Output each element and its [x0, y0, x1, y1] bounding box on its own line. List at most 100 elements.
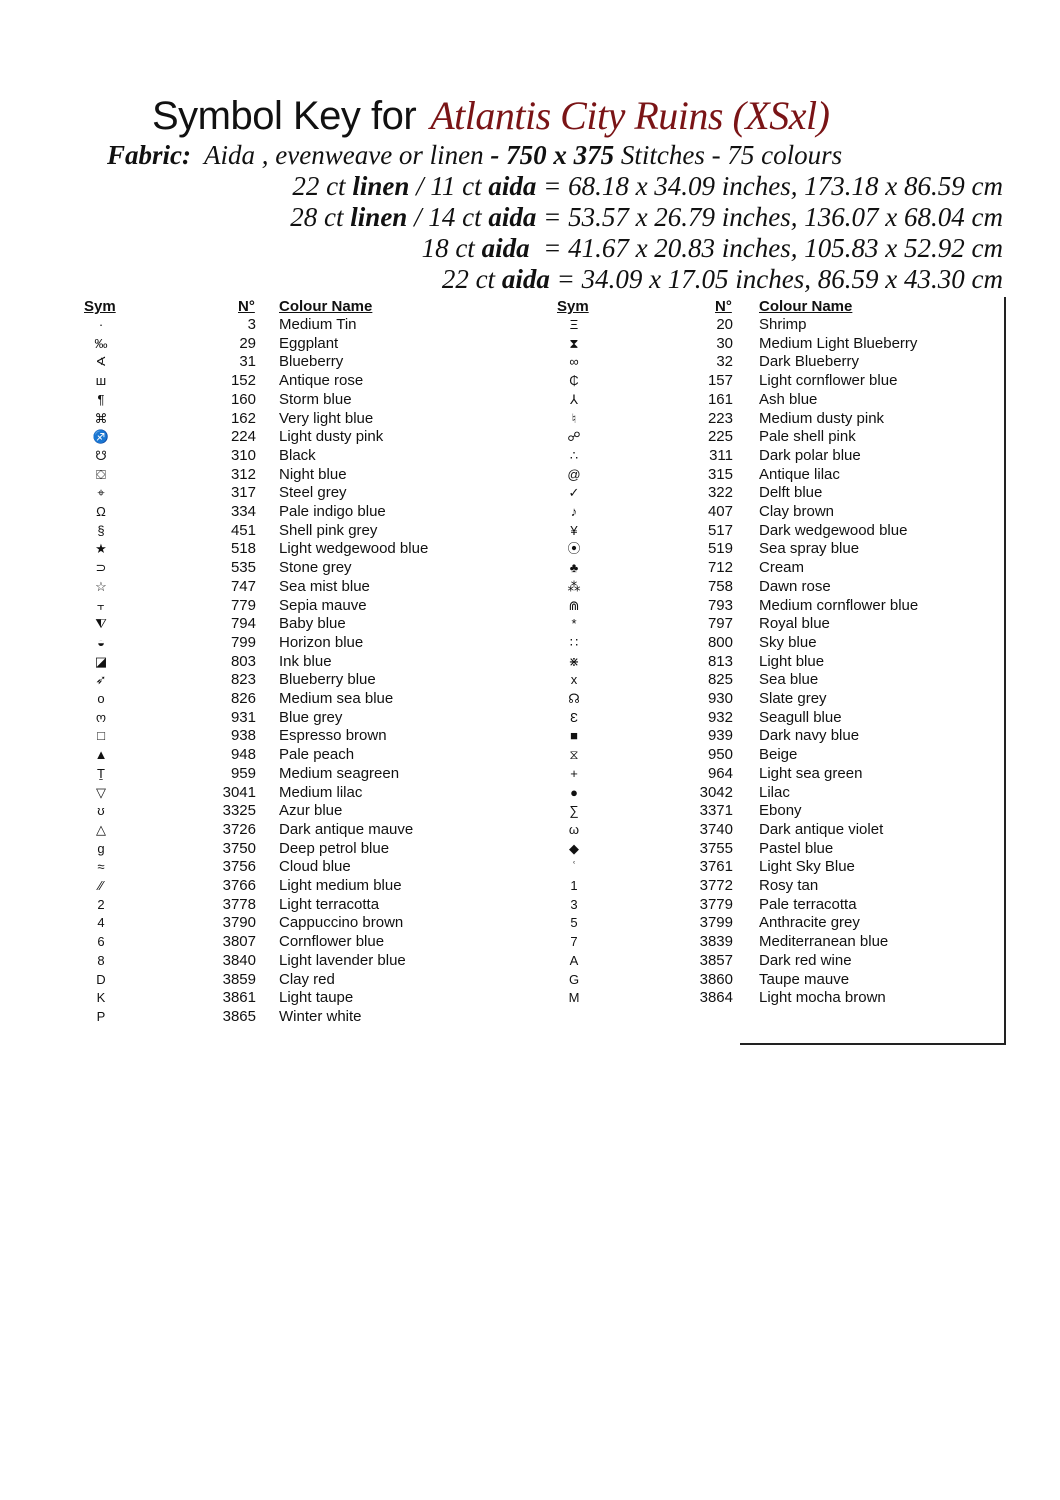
colour-name: Sepia mauve [279, 596, 367, 614]
colour-number: 3778 [222, 895, 256, 913]
symbol-cell: ¥ [570, 522, 578, 538]
colour-number: 20 [716, 316, 733, 333]
colour-number: 3864 [699, 989, 733, 1007]
colour-number: 3042 [699, 783, 733, 801]
symbol-cell: ♮ [571, 410, 577, 426]
colour-number: 3750 [222, 839, 256, 857]
colour-name: Blue grey [279, 708, 343, 726]
symbol-cell: □ [97, 728, 105, 744]
symbol-cell: ო [95, 709, 107, 725]
symbol-cell: ⁄⁄ [98, 878, 104, 893]
colour-name: Sea mist blue [279, 577, 370, 595]
colour-number: 162 [230, 409, 256, 427]
colour-number: 517 [707, 521, 733, 539]
title-prefix: Symbol Key for [152, 94, 417, 138]
colour-number: 311 [709, 446, 733, 464]
fabric-size-line: 18 ct aida = 41.67 x 20.83 inches, 105.8… [422, 233, 1003, 264]
colour-name: Dark polar blue [759, 446, 861, 464]
colour-number: 823 [230, 671, 256, 689]
colour-name: Horizon blue [279, 633, 364, 651]
stitch-info: Stitches - 75 colours [614, 140, 843, 170]
colour-number: 322 [707, 484, 733, 502]
colour-name: Baby blue [279, 615, 346, 633]
colour-name: Beige [759, 746, 798, 764]
symbol-cell: ∴ [569, 447, 579, 463]
colour-name: Shrimp [759, 316, 807, 333]
symbol-cell: ⊃ [95, 560, 107, 576]
size-part-e: = 34.09 x 17.05 inches, 86.59 x 43.30 cm [549, 264, 1003, 294]
symbol-cell: ☊ [568, 691, 580, 706]
symbol-cell: ◪ [94, 653, 108, 669]
colour-name: Light wedgewood blue [279, 540, 429, 558]
right-num-header: N° [715, 298, 732, 315]
colour-name: Night blue [279, 465, 347, 483]
colour-number: 758 [707, 577, 733, 595]
colour-number: 3865 [222, 1007, 256, 1025]
symbol-cell: § [97, 522, 105, 538]
colour-name: Medium Light Blueberry [759, 334, 918, 352]
symbol-cell: + [570, 765, 578, 781]
colour-name: Clay red [279, 970, 335, 988]
symbol-cell: ⁂ [567, 578, 581, 594]
colour-name: Pale terracotta [759, 895, 857, 913]
colour-name: Antique lilac [759, 465, 840, 483]
symbol-cell: ∑ [569, 803, 579, 819]
stitch-size: 750 x 375 [506, 140, 615, 170]
colour-name: Cornflower blue [279, 933, 385, 951]
colour-number: 225 [707, 428, 733, 446]
colour-name: Light terracotta [279, 895, 380, 913]
colour-name: Medium sea blue [279, 690, 394, 707]
colour-number: 3726 [222, 820, 256, 838]
pattern-name: Atlantis City Ruins (XSxl) [430, 93, 830, 138]
symbol-cell: P [96, 1008, 106, 1024]
colour-number: 747 [230, 577, 256, 595]
colour-number: 3857 [699, 951, 733, 969]
colour-name: Dark Blueberry [759, 353, 860, 371]
colour-name: Blueberry [279, 353, 344, 371]
colour-name: Pale peach [279, 746, 355, 764]
size-part-a: 18 ct [421, 233, 482, 263]
symbol-cell: ∷ [569, 634, 579, 650]
colour-number: 712 [707, 559, 733, 577]
colour-number: 334 [230, 503, 256, 520]
symbol-cell: ▽ [96, 784, 106, 800]
colour-name: Mediterranean blue [759, 933, 889, 951]
colour-name: Stone grey [279, 559, 352, 577]
colour-name: Seagull blue [759, 708, 842, 726]
colour-number: 312 [230, 465, 256, 483]
symbol-cell: ☆ [95, 578, 107, 594]
colour-name: Very light blue [279, 409, 374, 427]
colour-number: 938 [230, 727, 256, 745]
symbol-cell: ◒ [97, 634, 105, 650]
colour-name: Medium lilac [279, 783, 363, 801]
size-part-e: = 53.57 x 26.79 inches, 136.07 x 68.04 c… [536, 202, 1003, 232]
colour-number: 779 [230, 596, 256, 614]
colour-number: 3860 [699, 970, 733, 988]
colour-number: 3790 [222, 914, 256, 932]
size-part-b: linen [350, 202, 408, 232]
symbol-cell: ✓ [568, 485, 580, 501]
symbol-cell: G [568, 971, 580, 987]
symbol-cell: g [97, 840, 105, 856]
colour-number: 32 [716, 353, 733, 371]
colour-number: 29 [239, 334, 256, 352]
colour-name: Black [279, 446, 316, 464]
colour-number: 519 [707, 540, 733, 558]
symbol-cell: ♣ [569, 560, 579, 576]
symbol-cell: ⌖ [97, 485, 105, 501]
colour-number: 3740 [699, 820, 733, 838]
colour-number: 3859 [222, 970, 256, 988]
colour-name: Steel grey [279, 484, 347, 502]
fabric-sep: - [483, 140, 507, 170]
colour-number: 800 [707, 633, 733, 651]
symbol-cell: · [98, 317, 104, 332]
colour-number: 932 [707, 708, 733, 726]
colour-name: Blueberry blue [279, 671, 376, 689]
fabric-types: Aida , evenweave or linen [204, 140, 484, 170]
symbol-cell: M [568, 990, 580, 1006]
colour-number: 223 [707, 409, 733, 427]
symbol-cell: ₵ [569, 373, 579, 389]
colour-number: 224 [230, 428, 256, 446]
colour-number: 3756 [222, 858, 256, 876]
symbol-cell: @ [567, 466, 581, 482]
